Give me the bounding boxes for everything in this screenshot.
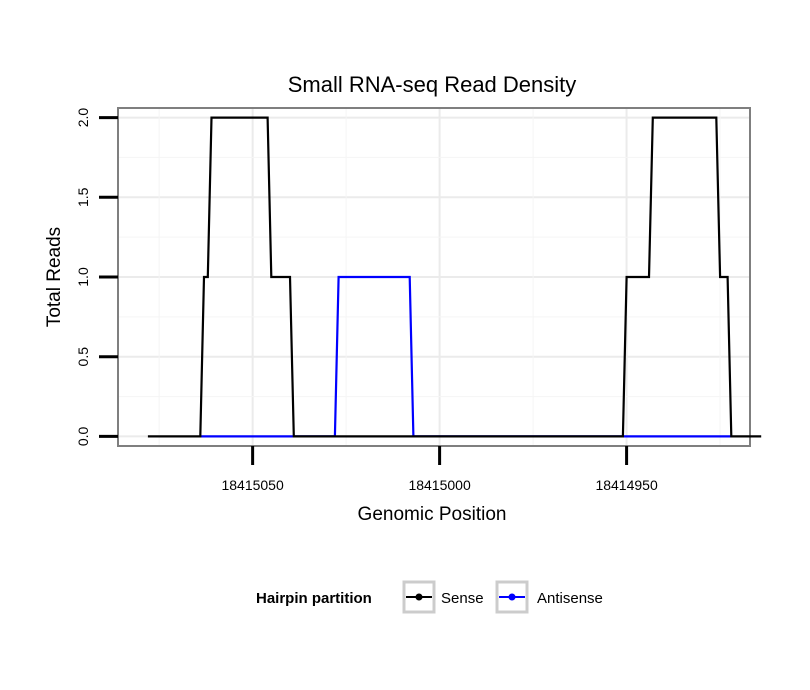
legend-label-antisense: Antisense (537, 590, 603, 607)
series-line-antisense (200, 275, 732, 438)
y-tick-label: 0.5 (75, 347, 91, 367)
x-axis-title: Genomic Position (358, 504, 507, 525)
series-line-sense (147, 116, 762, 438)
legend-item-sense: Sense (402, 580, 484, 614)
legend-point-sense (415, 593, 423, 601)
legend-item-antisense: Antisense (495, 580, 603, 614)
legend-point-antisense (508, 593, 516, 601)
axes: 0.0 0.5 1.0 1.5 2.0 18415050 18415000 18414950 (75, 108, 658, 493)
y-tick-label: 0.0 (75, 426, 91, 446)
legend-title: Hairpin partition (256, 590, 372, 607)
legend: Hairpin partition Sense Antisense (256, 580, 603, 614)
y-tick-label: 2.0 (75, 108, 91, 128)
chart-title: Small RNA-seq Read Density (288, 72, 577, 97)
x-tick-label: 18415000 (408, 477, 471, 493)
y-tick-label: 1.0 (75, 267, 91, 287)
x-tick-label: 18415050 (221, 477, 284, 493)
y-tick-label: 1.5 (75, 187, 91, 207)
legend-label-sense: Sense (441, 590, 484, 607)
series-layer (147, 116, 762, 438)
grid (118, 108, 750, 446)
y-axis-title: Total Reads (44, 227, 65, 327)
x-tick-label: 18414950 (595, 477, 658, 493)
